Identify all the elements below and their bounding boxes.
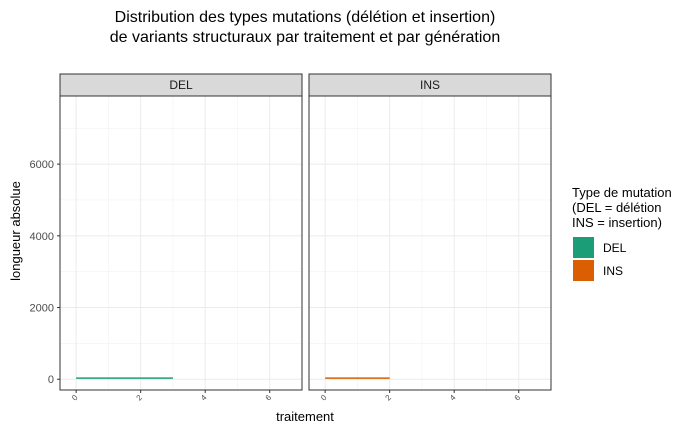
x-tick-label: 4 (199, 393, 209, 403)
panel-background (60, 96, 302, 390)
y-tick-label: 0 (48, 374, 54, 386)
panel-ins: INS (308, 73, 552, 391)
x-tick-label: 0 (70, 393, 80, 403)
chart-title-line-2: de variants structuraux par traitement e… (110, 29, 500, 46)
facet-strip-label: INS (420, 78, 440, 92)
x-tick-label: 2 (135, 393, 145, 403)
x-tick-label: 6 (264, 393, 274, 403)
x-axis: 0 2 4 6 0 2 4 6 (70, 390, 523, 403)
legend-title-line: (DEL = délétion (572, 200, 662, 215)
facet-strip-label: DEL (169, 78, 193, 92)
panel-del: DEL (59, 73, 303, 391)
legend-title-line: INS = insertion) (572, 215, 662, 230)
legend-swatch-ins (573, 260, 594, 281)
panel-border (59, 95, 303, 391)
legend-title-line: Type de mutation (572, 185, 672, 200)
y-axis: 0 2000 4000 6000 (30, 159, 60, 386)
chart-title: Distribution des types mutations (déléti… (110, 9, 500, 46)
facet-panels: DEL INS (59, 73, 552, 391)
legend-label-ins: INS (603, 264, 623, 278)
panel-background (309, 96, 551, 390)
panel-border (308, 95, 552, 391)
y-tick-label: 6000 (30, 159, 54, 171)
x-tick-label: 4 (448, 393, 458, 403)
x-tick-label: 6 (513, 393, 523, 403)
x-axis-title: traitement (276, 409, 334, 424)
y-tick-label: 4000 (30, 231, 54, 243)
y-tick-label: 2000 (30, 303, 54, 315)
legend-label-del: DEL (603, 241, 627, 255)
x-tick-label: 0 (319, 393, 329, 403)
x-tick-label: 2 (384, 393, 394, 403)
legend-swatch-del (573, 237, 594, 258)
y-axis-title: longueur absolue (8, 181, 23, 281)
chart-title-line-1: Distribution des types mutations (déléti… (115, 9, 496, 26)
